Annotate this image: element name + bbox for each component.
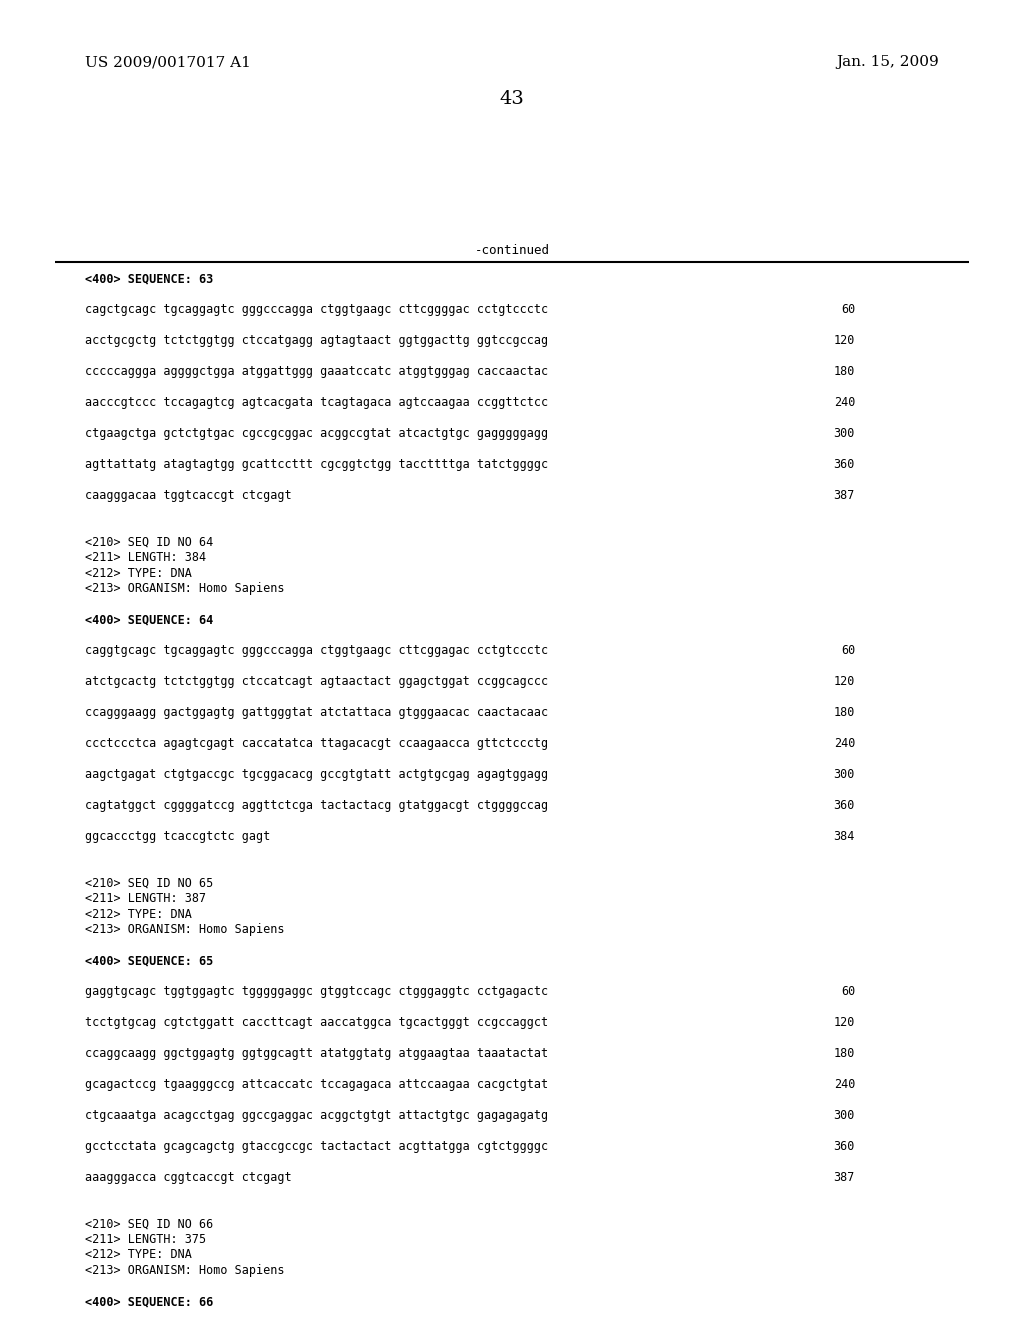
Text: aacccgtccc tccagagtcg agtcacgata tcagtagaca agtccaagaa ccggttctcc: aacccgtccc tccagagtcg agtcacgata tcagtag…: [85, 396, 548, 409]
Text: caggtgcagc tgcaggagtc gggcccagga ctggtgaagc cttcggagac cctgtccctc: caggtgcagc tgcaggagtc gggcccagga ctggtga…: [85, 644, 548, 657]
Text: gcctcctata gcagcagctg gtaccgccgc tactactact acgttatgga cgtctggggc: gcctcctata gcagcagctg gtaccgccgc tactact…: [85, 1140, 548, 1152]
Text: ccagggaagg gactggagtg gattgggtat atctattaca gtgggaacac caactacaac: ccagggaagg gactggagtg gattgggtat atctatt…: [85, 706, 548, 719]
Text: 387: 387: [834, 488, 855, 502]
Text: 43: 43: [500, 90, 524, 108]
Text: <213> ORGANISM: Homo Sapiens: <213> ORGANISM: Homo Sapiens: [85, 923, 285, 936]
Text: cccccaggga aggggctgga atggattggg gaaatccatc atggtgggag caccaactac: cccccaggga aggggctgga atggattggg gaaatcc…: [85, 366, 548, 378]
Text: 180: 180: [834, 706, 855, 719]
Text: 60: 60: [841, 304, 855, 315]
Text: <212> TYPE: DNA: <212> TYPE: DNA: [85, 1249, 191, 1262]
Text: <400> SEQUENCE: 64: <400> SEQUENCE: 64: [85, 612, 213, 626]
Text: ctgaagctga gctctgtgac cgccgcggac acggccgtat atcactgtgc gagggggagg: ctgaagctga gctctgtgac cgccgcggac acggccg…: [85, 426, 548, 440]
Text: <211> LENGTH: 375: <211> LENGTH: 375: [85, 1233, 206, 1246]
Text: <213> ORGANISM: Homo Sapiens: <213> ORGANISM: Homo Sapiens: [85, 1265, 285, 1276]
Text: <210> SEQ ID NO 65: <210> SEQ ID NO 65: [85, 876, 213, 890]
Text: 300: 300: [834, 768, 855, 781]
Text: gcagactccg tgaagggccg attcaccatc tccagagaca attccaagaa cacgctgtat: gcagactccg tgaagggccg attcaccatc tccagag…: [85, 1078, 548, 1092]
Text: 300: 300: [834, 1109, 855, 1122]
Text: 240: 240: [834, 396, 855, 409]
Text: -continued: -continued: [474, 244, 550, 257]
Text: 180: 180: [834, 366, 855, 378]
Text: 180: 180: [834, 1047, 855, 1060]
Text: ggcaccctgg tcaccgtctc gagt: ggcaccctgg tcaccgtctc gagt: [85, 830, 270, 843]
Text: 384: 384: [834, 830, 855, 843]
Text: 240: 240: [834, 1078, 855, 1092]
Text: 120: 120: [834, 675, 855, 688]
Text: <210> SEQ ID NO 66: <210> SEQ ID NO 66: [85, 1217, 213, 1230]
Text: <213> ORGANISM: Homo Sapiens: <213> ORGANISM: Homo Sapiens: [85, 582, 285, 595]
Text: cagctgcagc tgcaggagtc gggcccagga ctggtgaagc cttcggggac cctgtccctc: cagctgcagc tgcaggagtc gggcccagga ctggtga…: [85, 304, 548, 315]
Text: aaagggacca cggtcaccgt ctcgagt: aaagggacca cggtcaccgt ctcgagt: [85, 1171, 292, 1184]
Text: caagggacaa tggtcaccgt ctcgagt: caagggacaa tggtcaccgt ctcgagt: [85, 488, 292, 502]
Text: US 2009/0017017 A1: US 2009/0017017 A1: [85, 55, 251, 69]
Text: acctgcgctg tctctggtgg ctccatgagg agtagtaact ggtggacttg ggtccgccag: acctgcgctg tctctggtgg ctccatgagg agtagta…: [85, 334, 548, 347]
Text: <211> LENGTH: 387: <211> LENGTH: 387: [85, 892, 206, 906]
Text: 60: 60: [841, 644, 855, 657]
Text: 60: 60: [841, 985, 855, 998]
Text: agttattatg atagtagtgg gcattccttt cgcggtctgg taccttttga tatctggggc: agttattatg atagtagtgg gcattccttt cgcggtc…: [85, 458, 548, 471]
Text: <212> TYPE: DNA: <212> TYPE: DNA: [85, 566, 191, 579]
Text: tcctgtgcag cgtctggatt caccttcagt aaccatggca tgcactgggt ccgccaggct: tcctgtgcag cgtctggatt caccttcagt aaccatg…: [85, 1016, 548, 1030]
Text: <211> LENGTH: 384: <211> LENGTH: 384: [85, 550, 206, 564]
Text: 120: 120: [834, 1016, 855, 1030]
Text: 360: 360: [834, 799, 855, 812]
Text: 360: 360: [834, 458, 855, 471]
Text: <212> TYPE: DNA: <212> TYPE: DNA: [85, 908, 191, 920]
Text: ccctccctca agagtcgagt caccatatca ttagacacgt ccaagaacca gttctccctg: ccctccctca agagtcgagt caccatatca ttagaca…: [85, 737, 548, 750]
Text: 360: 360: [834, 1140, 855, 1152]
Text: 300: 300: [834, 426, 855, 440]
Text: <400> SEQUENCE: 66: <400> SEQUENCE: 66: [85, 1295, 213, 1308]
Text: <400> SEQUENCE: 65: <400> SEQUENCE: 65: [85, 954, 213, 968]
Text: 240: 240: [834, 737, 855, 750]
Text: cagtatggct cggggatccg aggttctcga tactactacg gtatggacgt ctggggccag: cagtatggct cggggatccg aggttctcga tactact…: [85, 799, 548, 812]
Text: <400> SEQUENCE: 63: <400> SEQUENCE: 63: [85, 272, 213, 285]
Text: 387: 387: [834, 1171, 855, 1184]
Text: 120: 120: [834, 334, 855, 347]
Text: <210> SEQ ID NO 64: <210> SEQ ID NO 64: [85, 536, 213, 549]
Text: ctgcaaatga acagcctgag ggccgaggac acggctgtgt attactgtgc gagagagatg: ctgcaaatga acagcctgag ggccgaggac acggctg…: [85, 1109, 548, 1122]
Text: Jan. 15, 2009: Jan. 15, 2009: [837, 55, 939, 69]
Text: aagctgagat ctgtgaccgc tgcggacacg gccgtgtatt actgtgcgag agagtggagg: aagctgagat ctgtgaccgc tgcggacacg gccgtgt…: [85, 768, 548, 781]
Text: gaggtgcagc tggtggagtc tgggggaggc gtggtccagc ctgggaggtc cctgagactc: gaggtgcagc tggtggagtc tgggggaggc gtggtcc…: [85, 985, 548, 998]
Text: atctgcactg tctctggtgg ctccatcagt agtaactact ggagctggat ccggcagccc: atctgcactg tctctggtgg ctccatcagt agtaact…: [85, 675, 548, 688]
Text: ccaggcaagg ggctggagtg ggtggcagtt atatggtatg atggaagtaa taaatactat: ccaggcaagg ggctggagtg ggtggcagtt atatggt…: [85, 1047, 548, 1060]
